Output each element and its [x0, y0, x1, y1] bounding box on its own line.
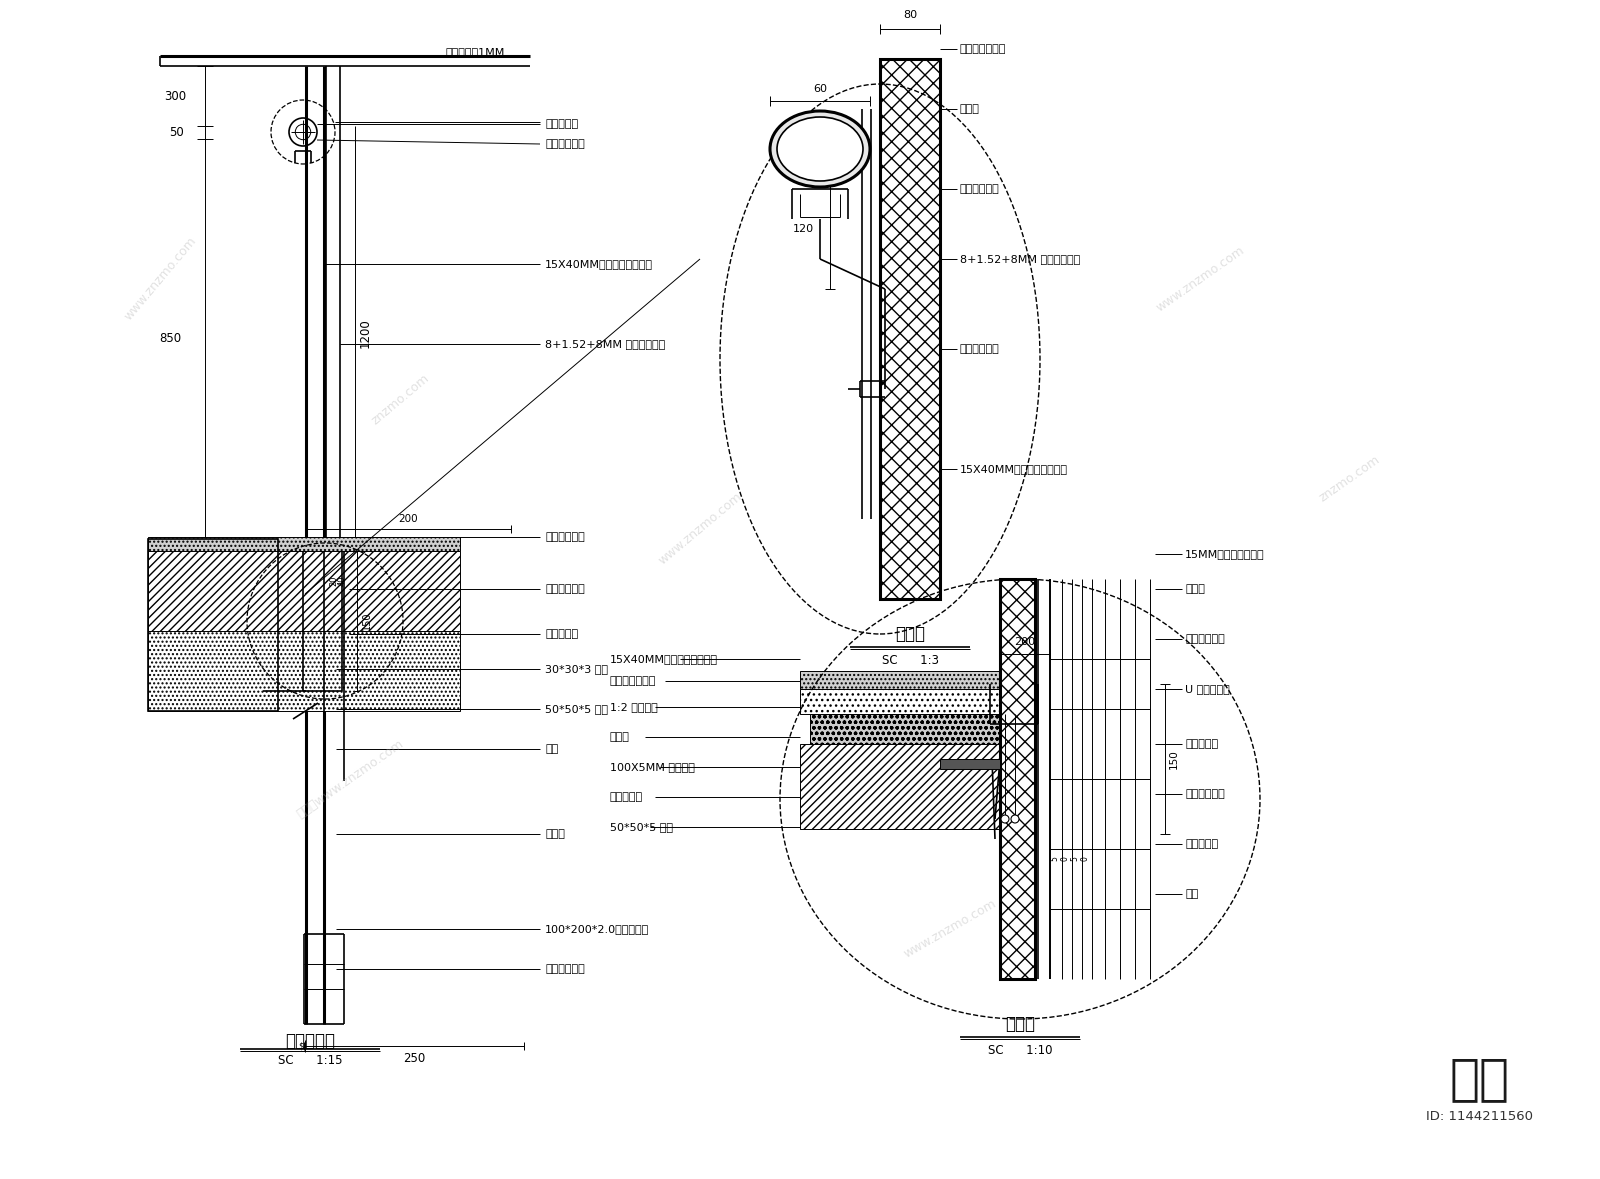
Text: 120: 120 [792, 224, 813, 233]
Text: 不锈钢铰链件: 不锈钢铰链件 [960, 344, 1000, 354]
Text: ID: 1144211560: ID: 1144211560 [1427, 1111, 1533, 1124]
Bar [147, 631, 461, 711]
Text: 30*30*3 角钢: 30*30*3 角钢 [546, 664, 608, 674]
Text: 不锈钢扶手: 不锈钢扶手 [546, 119, 578, 129]
Text: 5: 5 [1070, 857, 1080, 862]
Text: U 型钢件铜制: U 型钢件铜制 [1186, 684, 1230, 694]
Text: 0: 0 [1061, 857, 1069, 862]
Text: 80: 80 [902, 9, 917, 20]
Text: 15MM厚钢化玻璃把栏: 15MM厚钢化玻璃把栏 [1186, 549, 1264, 559]
Text: 8+1.52+8MM 夹胶安全玻璃: 8+1.52+8MM 夹胶安全玻璃 [960, 253, 1080, 264]
Text: 15X40MM厚夹心不锈钢立柱: 15X40MM厚夹心不锈钢立柱 [960, 465, 1069, 474]
Text: 150: 150 [1170, 749, 1179, 769]
Text: $: $ [298, 1041, 304, 1050]
Bar [800, 671, 1000, 689]
Text: 白色铝板饰面: 白色铝板饰面 [546, 964, 584, 974]
Bar [800, 744, 1000, 829]
Text: 节点图: 节点图 [1005, 1015, 1035, 1033]
Text: 50*50*5 角钢: 50*50*5 角钢 [610, 822, 674, 832]
Text: 50: 50 [802, 139, 814, 149]
Bar [800, 689, 1000, 714]
Bar [810, 714, 1000, 744]
Text: 白色铝板饰面: 白色铝板饰面 [546, 532, 584, 542]
Text: znzmo.com: znzmo.com [368, 371, 432, 427]
Text: 20: 20 [330, 575, 338, 586]
Text: www.znzmo.com: www.znzmo.com [901, 897, 998, 961]
Text: 150: 150 [362, 612, 371, 631]
Text: www.znzmo.com: www.znzmo.com [656, 490, 744, 567]
Bar [1000, 579, 1035, 979]
Text: 8+1.52+8MM 夹胶安全玻璃: 8+1.52+8MM 夹胶安全玻璃 [546, 340, 666, 349]
Text: 白色铝板饰面: 白色铝板饰面 [1186, 634, 1224, 644]
Text: 踢脚层: 踢脚层 [546, 829, 565, 839]
Text: 铝塑材之骨: 铝塑材之骨 [546, 630, 578, 639]
Text: 知末: 知末 [1450, 1055, 1510, 1104]
Text: 200: 200 [1014, 637, 1035, 647]
Text: 50*50*5 角钢: 50*50*5 角钢 [546, 704, 608, 714]
Text: 砂光不锈钢扶手: 砂光不锈钢扶手 [960, 44, 1006, 54]
Circle shape [1011, 815, 1019, 823]
Text: 透明层: 透明层 [960, 104, 979, 114]
Text: www.znzmo.com: www.znzmo.com [1154, 244, 1246, 315]
Text: 不锈钢支撑件: 不锈钢支撑件 [960, 184, 1000, 195]
Text: 国产白底花岗石: 国产白底花岗石 [610, 676, 656, 686]
Text: SC      1:3: SC 1:3 [882, 653, 939, 666]
Text: 200: 200 [398, 514, 418, 523]
Text: 铝塑材之骨: 铝塑材之骨 [1186, 739, 1218, 749]
Text: 250: 250 [403, 1052, 426, 1065]
Text: 踢脚: 踢脚 [546, 744, 558, 755]
Text: 栏杆立面图: 栏杆立面图 [285, 1032, 334, 1050]
Text: SC      1:15: SC 1:15 [278, 1054, 342, 1067]
Text: 铝板连接饰面: 铝板连接饰面 [546, 584, 584, 594]
Text: 100*200*2.0白色铝塑材: 100*200*2.0白色铝塑材 [546, 924, 650, 934]
Text: 15X40MM厚夹心不锈钢立柱: 15X40MM厚夹心不锈钢立柱 [546, 259, 653, 269]
Ellipse shape [778, 117, 862, 182]
Circle shape [1002, 815, 1010, 823]
Bar [147, 551, 461, 631]
Text: 1200: 1200 [358, 318, 371, 348]
Text: 不锈钢支撑件: 不锈钢支撑件 [546, 139, 584, 149]
Text: 50: 50 [170, 126, 184, 139]
Bar [147, 536, 461, 551]
Text: 300: 300 [163, 90, 186, 103]
Text: 铝板连接饰面: 铝板连接饰面 [1186, 789, 1224, 799]
Text: 60: 60 [813, 84, 827, 94]
Text: 0: 0 [1080, 857, 1090, 862]
Text: 知末网www.znzmo.com: 知末网www.znzmo.com [294, 737, 406, 821]
Text: 屋度覆结构: 屋度覆结构 [610, 792, 643, 802]
Text: 垫脚层: 垫脚层 [610, 732, 630, 742]
Text: 15X40MM厚夹心不锈钢立柱: 15X40MM厚夹心不锈钢立柱 [610, 654, 718, 664]
Text: 支点层: 支点层 [1186, 584, 1205, 594]
Text: 1:2 水泥沙浆: 1:2 水泥沙浆 [610, 702, 658, 712]
Ellipse shape [770, 111, 870, 187]
Text: 太原花岗岩1MM: 太原花岗岩1MM [445, 47, 504, 57]
Text: 100X5MM 钢钢钢板: 100X5MM 钢钢钢板 [610, 762, 694, 772]
Text: 40: 40 [338, 575, 347, 586]
Bar [880, 59, 941, 599]
Bar [941, 759, 1000, 769]
Text: 铝塑材之骨: 铝塑材之骨 [1186, 839, 1218, 849]
Text: 踢板: 踢板 [1186, 889, 1198, 900]
Bar [147, 539, 278, 711]
Text: 5: 5 [1051, 857, 1059, 862]
Text: www.znzmo.com: www.znzmo.com [122, 235, 198, 323]
Text: SC      1:10: SC 1:10 [987, 1043, 1053, 1056]
Text: znzmo.com: znzmo.com [1317, 453, 1382, 505]
Text: 850: 850 [158, 332, 181, 345]
Text: 节点图: 节点图 [894, 625, 925, 643]
